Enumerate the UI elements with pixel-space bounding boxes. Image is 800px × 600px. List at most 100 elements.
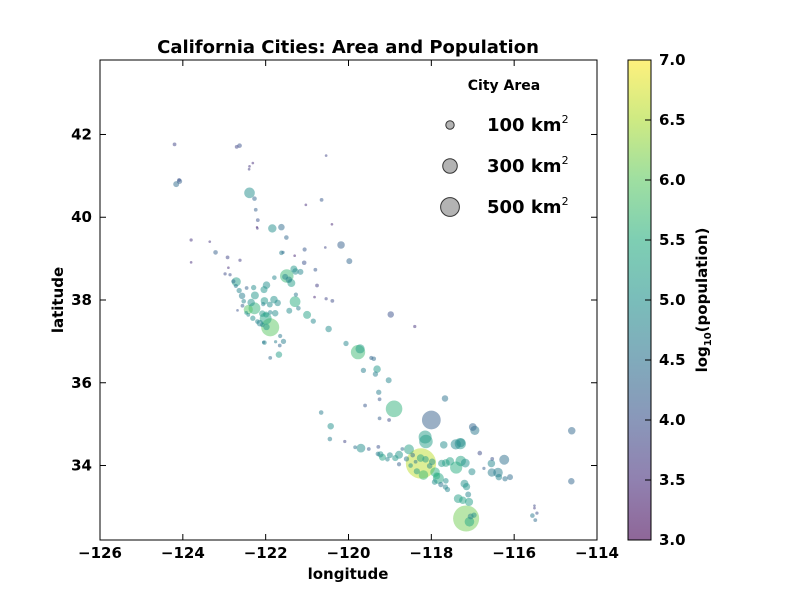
city-point	[208, 240, 212, 243]
city-point	[499, 454, 510, 465]
city-point	[464, 517, 475, 527]
y-axis-label: latitude	[49, 267, 67, 333]
city-point	[440, 441, 448, 449]
city-point	[330, 298, 335, 303]
city-point	[418, 470, 429, 480]
city-point	[303, 310, 312, 319]
city-point	[421, 410, 441, 430]
city-point	[255, 319, 260, 324]
x-tick-label: −120	[327, 544, 371, 562]
city-point	[431, 479, 438, 485]
city-point	[244, 286, 249, 290]
city-point	[408, 463, 413, 468]
city-point	[465, 491, 472, 498]
city-point	[241, 298, 247, 304]
city-point	[343, 439, 347, 444]
city-point	[318, 410, 324, 415]
city-point	[261, 302, 266, 307]
city-point	[233, 283, 238, 289]
city-point	[225, 255, 230, 260]
size-legend-label-sup: 2	[562, 113, 569, 126]
city-point	[471, 512, 477, 518]
city-point	[250, 284, 257, 291]
city-point	[250, 291, 259, 300]
city-point	[355, 344, 365, 354]
city-point	[385, 457, 390, 462]
size-legend-label: 300 km2	[487, 154, 569, 177]
city-point	[456, 438, 466, 448]
city-point	[234, 145, 239, 149]
city-point	[274, 299, 281, 307]
city-point	[567, 427, 576, 435]
x-tick-label: −118	[409, 544, 453, 562]
city-point	[495, 473, 503, 481]
city-point	[250, 315, 256, 321]
y-axis: 34 36 38 40 42	[71, 125, 597, 475]
city-point	[535, 511, 539, 515]
size-legend-label: 500 km2	[487, 195, 569, 218]
colorbar-label: log10(population)	[693, 228, 714, 373]
city-point	[292, 268, 299, 275]
size-legend-label-sup: 2	[562, 195, 569, 208]
city-point	[319, 197, 324, 202]
city-point	[266, 301, 273, 308]
city-point	[530, 513, 535, 518]
x-tick-label: −116	[492, 544, 536, 562]
y-tick-label: 40	[71, 208, 92, 226]
city-point	[385, 377, 392, 384]
city-point	[284, 235, 289, 240]
city-point	[327, 422, 334, 430]
city-point	[324, 154, 328, 157]
city-point	[253, 207, 258, 212]
city-point	[356, 443, 366, 453]
size-legend-label-text: 300 km	[487, 156, 562, 177]
city-point	[426, 463, 433, 469]
city-point	[268, 224, 277, 233]
size-legend-marker	[445, 120, 455, 130]
city-point	[313, 295, 316, 299]
city-point	[400, 447, 405, 451]
city-point	[482, 466, 486, 471]
city-point	[282, 273, 289, 280]
scatter-points	[172, 142, 576, 532]
chart-title: California Cities: Area and Population	[157, 37, 539, 58]
city-point	[172, 142, 177, 147]
city-point	[271, 309, 279, 317]
city-point	[255, 218, 260, 223]
city-point	[313, 267, 318, 272]
x-axis: −126 −124 −122 −120 −118 −116 −114	[78, 60, 619, 562]
city-point	[462, 482, 471, 491]
city-point	[372, 371, 379, 377]
y-tick-label: 38	[71, 291, 92, 309]
city-point	[278, 223, 285, 231]
city-point	[403, 444, 414, 455]
colorbar-axis: 3.0 3.5 4.0 4.5 5.0 5.5 6.0 6.5 7.0	[645, 51, 686, 549]
city-point	[236, 287, 242, 294]
city-point	[231, 279, 236, 284]
colorbar-tick-label: 6.5	[659, 111, 686, 129]
city-point	[301, 260, 307, 266]
city-point	[377, 416, 382, 421]
city-point	[386, 452, 393, 459]
city-point	[277, 343, 282, 348]
colorbar-label-prefix: log	[693, 346, 711, 372]
city-point	[487, 459, 496, 468]
city-point	[324, 297, 328, 301]
city-point	[330, 222, 334, 226]
city-point	[293, 292, 299, 297]
city-point	[464, 497, 474, 507]
city-point	[263, 323, 270, 331]
city-point	[252, 196, 257, 201]
size-legend-marker	[442, 158, 458, 174]
city-point	[304, 203, 308, 207]
city-point	[369, 355, 374, 361]
city-point	[343, 340, 349, 347]
city-point	[268, 356, 273, 360]
size-legend-label-sup: 2	[562, 154, 569, 167]
city-point	[533, 518, 538, 523]
y-tick-label: 34	[71, 457, 92, 475]
city-point	[376, 389, 382, 395]
colorbar-tick-label: 4.5	[659, 351, 686, 369]
city-point	[441, 395, 449, 402]
